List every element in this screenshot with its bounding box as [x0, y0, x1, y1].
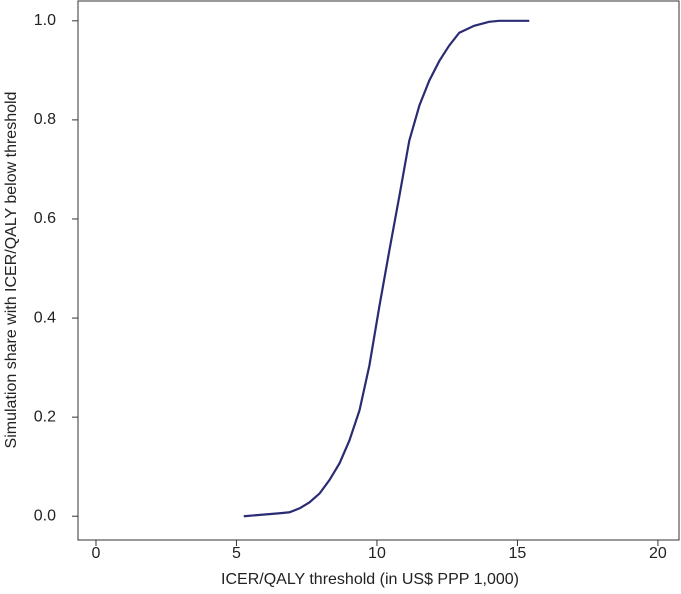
y-tick-label: 1.0: [34, 12, 56, 29]
y-tick-label: 0.4: [34, 309, 56, 326]
x-tick-label: 15: [509, 545, 527, 562]
x-tick-label: 5: [232, 545, 241, 562]
y-tick-label: 0.8: [34, 111, 56, 128]
plot-frame: [77, 0, 680, 541]
x-tick-label: 20: [649, 545, 667, 562]
y-tick-label: 0.6: [34, 210, 56, 227]
y-axis-label: Simulation share with ICER/QALY below th…: [3, 92, 20, 449]
x-tick-label: 10: [368, 545, 386, 562]
y-tick-label: 0.2: [34, 408, 56, 425]
y-tick-label: 0.0: [34, 507, 56, 524]
line-series: [243, 19, 530, 518]
x-tick-label: 0: [92, 545, 101, 562]
x-axis-label: ICER/QALY threshold (in US$ PPP 1,000): [221, 571, 519, 588]
